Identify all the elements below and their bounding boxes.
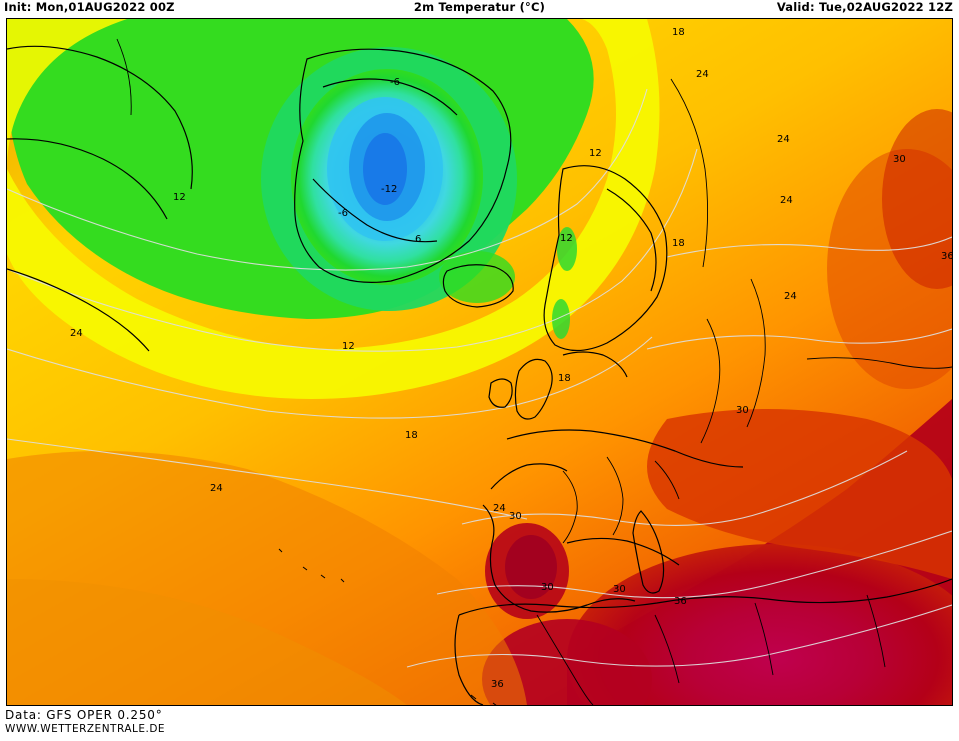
contour-label: 30: [509, 511, 522, 522]
contour-label: 24: [210, 483, 223, 494]
contour-label: 24: [777, 134, 790, 145]
contour-label: 30: [613, 584, 626, 595]
page-title: 2m Temperatur (°C): [413, 0, 546, 14]
contour-label-group: -6 -12 -6 6 12 12 24 18 24 12 12 18 24 2…: [70, 27, 952, 690]
contour-label: 18: [558, 373, 571, 384]
contour-label: -12: [381, 184, 397, 195]
website-label: WWW.WETTERZENTRALE.DE: [5, 723, 166, 735]
map-header: Init: Mon,01AUG2022 00Z 2m Temperatur (°…: [0, 0, 959, 17]
contour-label: 12: [173, 192, 186, 203]
contour-label: 30: [541, 582, 554, 593]
valid-time-label: Valid: Tue,02AUG2022 12Z: [776, 0, 953, 14]
contour-label: 36: [491, 679, 504, 690]
contour-label: 24: [784, 291, 797, 302]
map-canvas: -6 -12 -6 6 12 12 24 18 24 12 12 18 24 2…: [7, 19, 952, 705]
contour-label: 36: [674, 596, 687, 607]
contour-label: 12: [342, 341, 355, 352]
contour-label: 24: [70, 328, 83, 339]
footer-text-block: Data: GFS OPER 0.250° WWW.WETTERZENTRALE…: [5, 708, 165, 735]
contour-label: 6: [415, 234, 421, 245]
contour-label: 12: [560, 233, 573, 244]
contour-label: 30: [736, 405, 749, 416]
contour-label: 18: [672, 238, 685, 249]
contour-label: 24: [696, 69, 709, 80]
contour-label: 18: [672, 27, 685, 38]
contour-label: 12: [589, 148, 602, 159]
contour-label: -6: [338, 208, 348, 219]
isotherm-contours: [7, 88, 952, 668]
contour-label: 18: [405, 430, 418, 441]
contour-label: 30: [893, 154, 906, 165]
coastlines: [7, 38, 952, 705]
contour-label: -6: [390, 77, 400, 88]
data-source-label: Data: GFS OPER 0.250°: [5, 708, 163, 722]
contour-label: 24: [493, 503, 506, 514]
init-time-label: Init: Mon,01AUG2022 00Z: [4, 0, 175, 14]
temperature-map[interactable]: -6 -12 -6 6 12 12 24 18 24 12 12 18 24 2…: [6, 18, 953, 706]
contour-label: 36: [941, 251, 952, 262]
map-footer: Data: GFS OPER 0.250° WWW.WETTERZENTRALE…: [0, 707, 959, 741]
contour-label: 24: [780, 195, 793, 206]
